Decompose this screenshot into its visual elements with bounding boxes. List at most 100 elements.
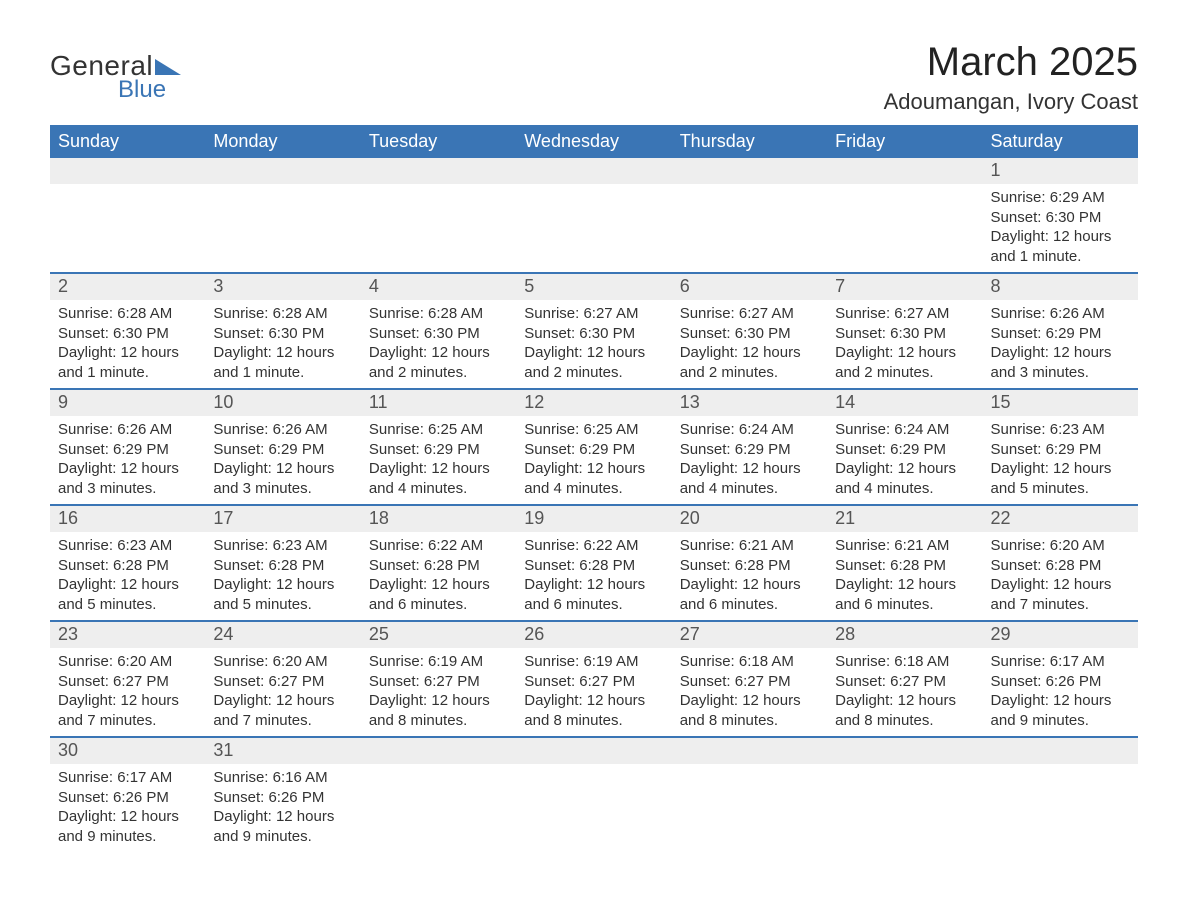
day-cell: 12 Sunrise: 6:25 AMSunset: 6:29 PMDayligh… [516, 389, 671, 505]
day-cell: 17Sunrise: 6:23 AMSunset: 6:28 PMDayligh… [205, 505, 360, 621]
sunset-text: Sunset: 6:30 PM [835, 324, 974, 344]
sunrise-text: Sunrise: 6:19 AM [369, 652, 508, 672]
sunrise-text: Sunrise: 6:23 AM [58, 536, 197, 556]
sunrise-text: Sunrise: 6:27 AM [835, 304, 974, 324]
calendar-table: Sunday Monday Tuesday Wednesday Thursday… [50, 125, 1138, 852]
day-body: Sunrise: 6:19 AMSunset: 6:27 PMDaylight:… [516, 648, 671, 736]
day-body: Sunrise: 6:17 AMSunset: 6:26 PMDaylight:… [983, 648, 1138, 736]
day-body: Sunrise: 6:22 AMSunset: 6:28 PMDaylight:… [361, 532, 516, 620]
sunset-text: Sunset: 6:30 PM [58, 324, 197, 344]
daylight-text: and 8 minutes. [680, 711, 819, 731]
daylight-text: and 7 minutes. [213, 711, 352, 731]
daylight-text: Daylight: 12 hours [524, 343, 663, 363]
day-number: 3 [205, 274, 360, 300]
daylight-text: Daylight: 12 hours [991, 691, 1130, 711]
daylight-text: Daylight: 12 hours [524, 575, 663, 595]
day-cell: 2Sunrise: 6:28 AMSunset: 6:30 PMDaylight… [50, 273, 205, 389]
title-block: March 2025 Adoumangan, Ivory Coast [884, 40, 1138, 115]
sunset-text: Sunset: 6:29 PM [680, 440, 819, 460]
sunrise-text: Sunrise: 6:23 AM [991, 420, 1130, 440]
day-body: Sunrise: 6:21 AMSunset: 6:28 PMDaylight:… [827, 532, 982, 620]
day-number [361, 158, 516, 184]
daylight-text: and 8 minutes. [524, 711, 663, 731]
day-number: 26 [516, 622, 671, 648]
day-cell: 8Sunrise: 6:26 AMSunset: 6:29 PMDaylight… [983, 273, 1138, 389]
day-cell: 21Sunrise: 6:21 AMSunset: 6:28 PMDayligh… [827, 505, 982, 621]
sunrise-text: Sunrise: 6:27 AM [524, 304, 663, 324]
daylight-text: and 1 minute. [213, 363, 352, 383]
day-body [827, 184, 982, 204]
day-number: 29 [983, 622, 1138, 648]
sunrise-text: Sunrise: 6:29 AM [991, 188, 1130, 208]
daylight-text: and 3 minutes. [58, 479, 197, 499]
day-number: 4 [361, 274, 516, 300]
sunset-text: Sunset: 6:30 PM [213, 324, 352, 344]
sunset-text: Sunset: 6:29 PM [524, 440, 663, 460]
day-body [983, 764, 1138, 784]
daylight-text: and 4 minutes. [369, 479, 508, 499]
day-body [516, 184, 671, 204]
day-number: 2 [50, 274, 205, 300]
sunset-text: Sunset: 6:26 PM [58, 788, 197, 808]
day-body: Sunrise: 6:24 AMSunset: 6:29 PMDaylight:… [827, 416, 982, 504]
day-number [827, 158, 982, 184]
daylight-text: Daylight: 12 hours [369, 343, 508, 363]
daylight-text: and 4 minutes. [835, 479, 974, 499]
daylight-text: and 2 minutes. [680, 363, 819, 383]
day-body: Sunrise: 6:23 AMSunset: 6:28 PMDaylight:… [205, 532, 360, 620]
daylight-text: and 6 minutes. [524, 595, 663, 615]
sunrise-text: Sunrise: 6:27 AM [680, 304, 819, 324]
day-number: 28 [827, 622, 982, 648]
day-header: Sunday [50, 125, 205, 158]
daylight-text: and 3 minutes. [991, 363, 1130, 383]
day-number: 12 [516, 390, 671, 416]
day-number: 9 [50, 390, 205, 416]
day-number: 25 [361, 622, 516, 648]
day-body: Sunrise: 6:18 AMSunset: 6:27 PMDaylight:… [827, 648, 982, 736]
sunrise-text: Sunrise: 6:28 AM [213, 304, 352, 324]
daylight-text: Daylight: 12 hours [991, 343, 1130, 363]
daylight-text: Daylight: 12 hours [835, 343, 974, 363]
day-cell: 18Sunrise: 6:22 AMSunset: 6:28 PMDayligh… [361, 505, 516, 621]
day-number [672, 738, 827, 764]
daylight-text: and 7 minutes. [58, 711, 197, 731]
daylight-text: Daylight: 12 hours [991, 575, 1130, 595]
sunrise-text: Sunrise: 6:25 AM [524, 420, 663, 440]
daylight-text: and 2 minutes. [835, 363, 974, 383]
day-body [50, 184, 205, 204]
sunrise-text: Sunrise: 6:24 AM [680, 420, 819, 440]
day-body: Sunrise: 6:20 AMSunset: 6:28 PMDaylight:… [983, 532, 1138, 620]
day-cell: 20Sunrise: 6:21 AMSunset: 6:28 PMDayligh… [672, 505, 827, 621]
week-row: 2Sunrise: 6:28 AMSunset: 6:30 PMDaylight… [50, 273, 1138, 389]
sunrise-text: Sunrise: 6:26 AM [58, 420, 197, 440]
day-number: 23 [50, 622, 205, 648]
daylight-text: Daylight: 12 hours [680, 575, 819, 595]
daylight-text: and 8 minutes. [369, 711, 508, 731]
day-cell: 24Sunrise: 6:20 AMSunset: 6:27 PMDayligh… [205, 621, 360, 737]
day-number [50, 158, 205, 184]
day-cell [361, 737, 516, 852]
sunrise-text: Sunrise: 6:20 AM [58, 652, 197, 672]
day-cell: 22Sunrise: 6:20 AMSunset: 6:28 PMDayligh… [983, 505, 1138, 621]
day-cell: 29Sunrise: 6:17 AMSunset: 6:26 PMDayligh… [983, 621, 1138, 737]
month-title: March 2025 [884, 40, 1138, 85]
sunset-text: Sunset: 6:27 PM [58, 672, 197, 692]
sunset-text: Sunset: 6:27 PM [213, 672, 352, 692]
day-cell: 28Sunrise: 6:18 AMSunset: 6:27 PMDayligh… [827, 621, 982, 737]
day-header: Monday [205, 125, 360, 158]
day-number: 31 [205, 738, 360, 764]
daylight-text: Daylight: 12 hours [524, 459, 663, 479]
daylight-text: Daylight: 12 hours [835, 575, 974, 595]
day-body: Sunrise: 6:27 AMSunset: 6:30 PMDaylight:… [516, 300, 671, 388]
day-number: 10 [205, 390, 360, 416]
day-body: Sunrise: 6:26 AMSunset: 6:29 PMDaylight:… [50, 416, 205, 504]
daylight-text: Daylight: 12 hours [369, 459, 508, 479]
sunset-text: Sunset: 6:29 PM [58, 440, 197, 460]
day-number: 1 [983, 158, 1138, 184]
day-number: 27 [672, 622, 827, 648]
day-body: Sunrise: 6:27 AMSunset: 6:30 PMDaylight:… [672, 300, 827, 388]
day-cell: 10Sunrise: 6:26 AMSunset: 6:29 PMDayligh… [205, 389, 360, 505]
daylight-text: Daylight: 12 hours [58, 575, 197, 595]
day-number: 14 [827, 390, 982, 416]
day-body: Sunrise: 6:26 AMSunset: 6:29 PMDaylight:… [983, 300, 1138, 388]
